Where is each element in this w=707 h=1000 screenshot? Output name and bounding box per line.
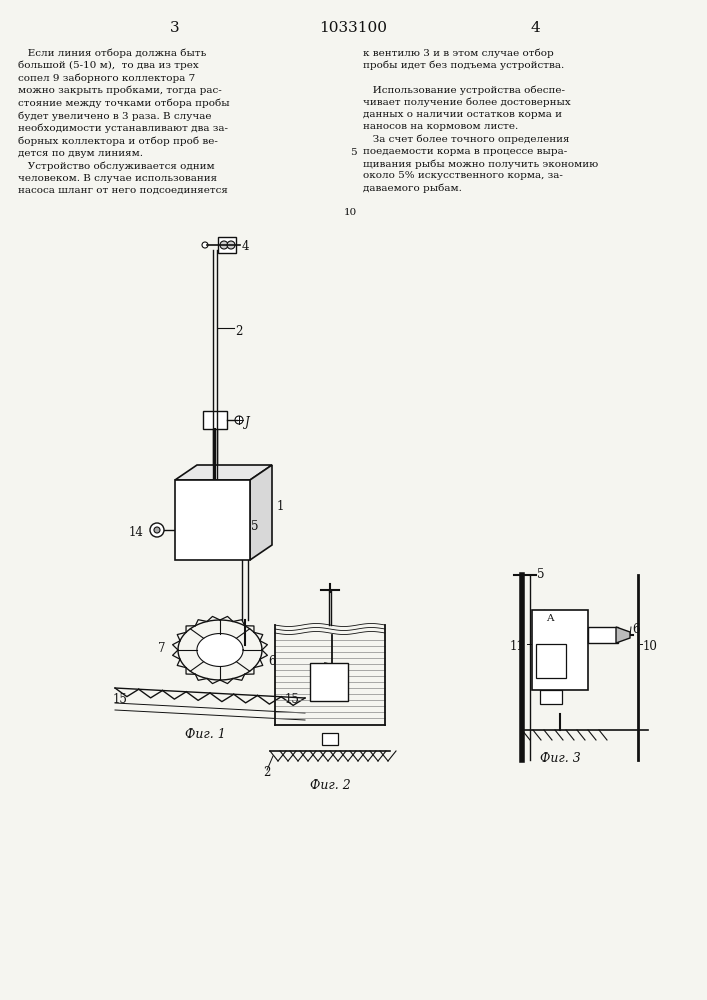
Circle shape [150,523,164,537]
Polygon shape [250,465,272,560]
Text: 5: 5 [351,148,357,157]
Text: Фиг. 1: Фиг. 1 [185,728,226,741]
Circle shape [202,242,208,248]
Text: 5: 5 [251,520,259,533]
Circle shape [218,648,222,652]
Text: J: J [245,416,250,429]
Bar [218,237,236,253]
Bar [175,480,250,560]
Text: 14: 14 [129,526,144,539]
Bar [532,610,588,690]
Text: 4: 4 [242,240,250,253]
Text: 11: 11 [510,640,525,653]
Text: 5: 5 [537,568,544,581]
Text: к вентилю 3 и в этом случае отбор
пробы идет без подъема устройства.

   Использ: к вентилю 3 и в этом случае отбор пробы … [363,48,598,193]
Text: 3: 3 [170,21,180,35]
Text: 10: 10 [344,208,357,217]
Bar [203,411,227,429]
Text: 2: 2 [263,766,270,779]
Circle shape [154,527,160,533]
Bar [310,663,348,701]
Text: A: A [540,646,547,655]
Text: 6: 6 [632,623,640,636]
Text: A: A [546,614,554,623]
Text: Фиг. 2: Фиг. 2 [310,779,351,792]
Bar [536,644,566,678]
Text: 2: 2 [235,325,243,338]
Text: 15: 15 [285,693,300,706]
Circle shape [220,241,228,249]
Text: Если линия отбора должна быть
большой (5-10 м),  то два из трех
сопел 9 заборног: Если линия отбора должна быть большой (5… [18,48,230,195]
Bar [540,690,562,704]
Text: 1: 1 [277,500,284,513]
Text: 4: 4 [530,21,540,35]
Bar [322,733,338,745]
Polygon shape [175,465,272,480]
Text: 1033100: 1033100 [319,21,387,35]
Polygon shape [616,627,630,643]
Circle shape [235,416,243,424]
Text: 6: 6 [268,655,276,668]
Text: Фиг. 3: Фиг. 3 [539,752,580,765]
Text: 10: 10 [643,640,658,653]
Polygon shape [197,634,243,666]
Circle shape [227,241,235,249]
Text: 7: 7 [158,642,165,655]
Bar [588,627,618,643]
Text: 15: 15 [113,693,128,706]
